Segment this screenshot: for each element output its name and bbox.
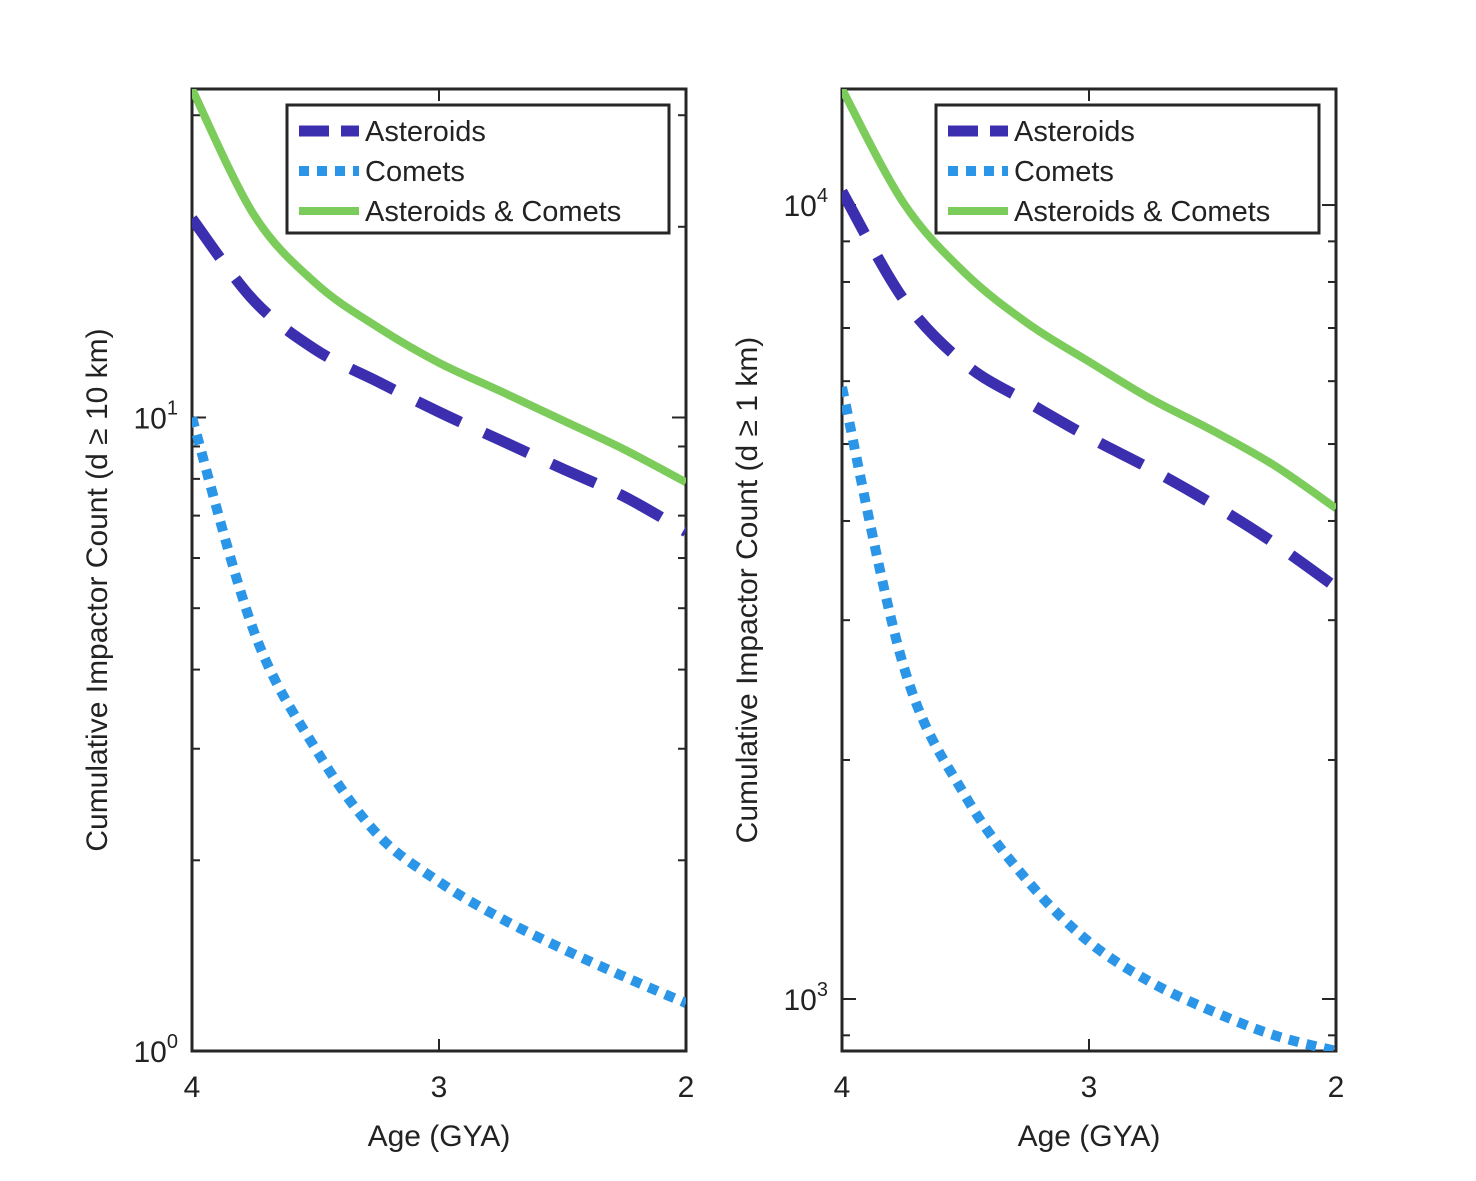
series-line-asteroids-comets	[192, 89, 686, 486]
chart-panel-2: 103 104 4 3 2 Age (GYA) Cumulative Impactor Co…	[731, 87, 1345, 1153]
chart-panel-1: 100 101 4 3 2 Age (GYA) Cumulative Impactor Co…	[81, 87, 695, 1153]
legend-label: Asteroids	[1014, 116, 1135, 148]
series-line-comets	[842, 385, 1336, 1051]
y-tick-label: 103	[784, 979, 829, 1017]
series-group	[192, 89, 686, 1008]
legend-label: Asteroids & Comets	[365, 196, 621, 228]
legend-label: Asteroids & Comets	[1014, 196, 1270, 228]
x-axis-label: Age (GYA)	[1018, 1120, 1161, 1153]
series-line-comets	[192, 416, 686, 1008]
x-tick-label: 3	[1081, 1071, 1098, 1104]
y-axis-label: Cumulative Impactor Count (d ≥ 10 km)	[81, 328, 114, 851]
series-line-asteroids	[192, 215, 686, 537]
x-tick-label: 2	[678, 1071, 695, 1104]
y-tick-label: 100	[134, 1031, 179, 1069]
legend-label: Asteroids	[365, 116, 486, 148]
x-tick-label: 3	[431, 1071, 448, 1104]
y-tick-label: 101	[134, 397, 179, 435]
legend: Asteroids Comets Asteroids & Comets	[934, 103, 1321, 235]
legend: Asteroids Comets Asteroids & Comets	[285, 103, 671, 235]
y-axis-label: Cumulative Impactor Count (d ≥ 1 km)	[731, 337, 764, 844]
series-group	[842, 89, 1336, 1051]
x-tick-label: 4	[184, 1071, 201, 1104]
series-line-asteroids	[842, 188, 1336, 592]
x-tick-label: 4	[834, 1071, 851, 1104]
legend-label: Comets	[365, 156, 465, 188]
x-tick-label: 2	[1328, 1071, 1345, 1104]
y-tick-label: 104	[784, 185, 829, 223]
series-line-asteroids-comets	[842, 89, 1336, 512]
legend-label: Comets	[1014, 156, 1114, 188]
x-axis-label: Age (GYA)	[368, 1120, 511, 1153]
